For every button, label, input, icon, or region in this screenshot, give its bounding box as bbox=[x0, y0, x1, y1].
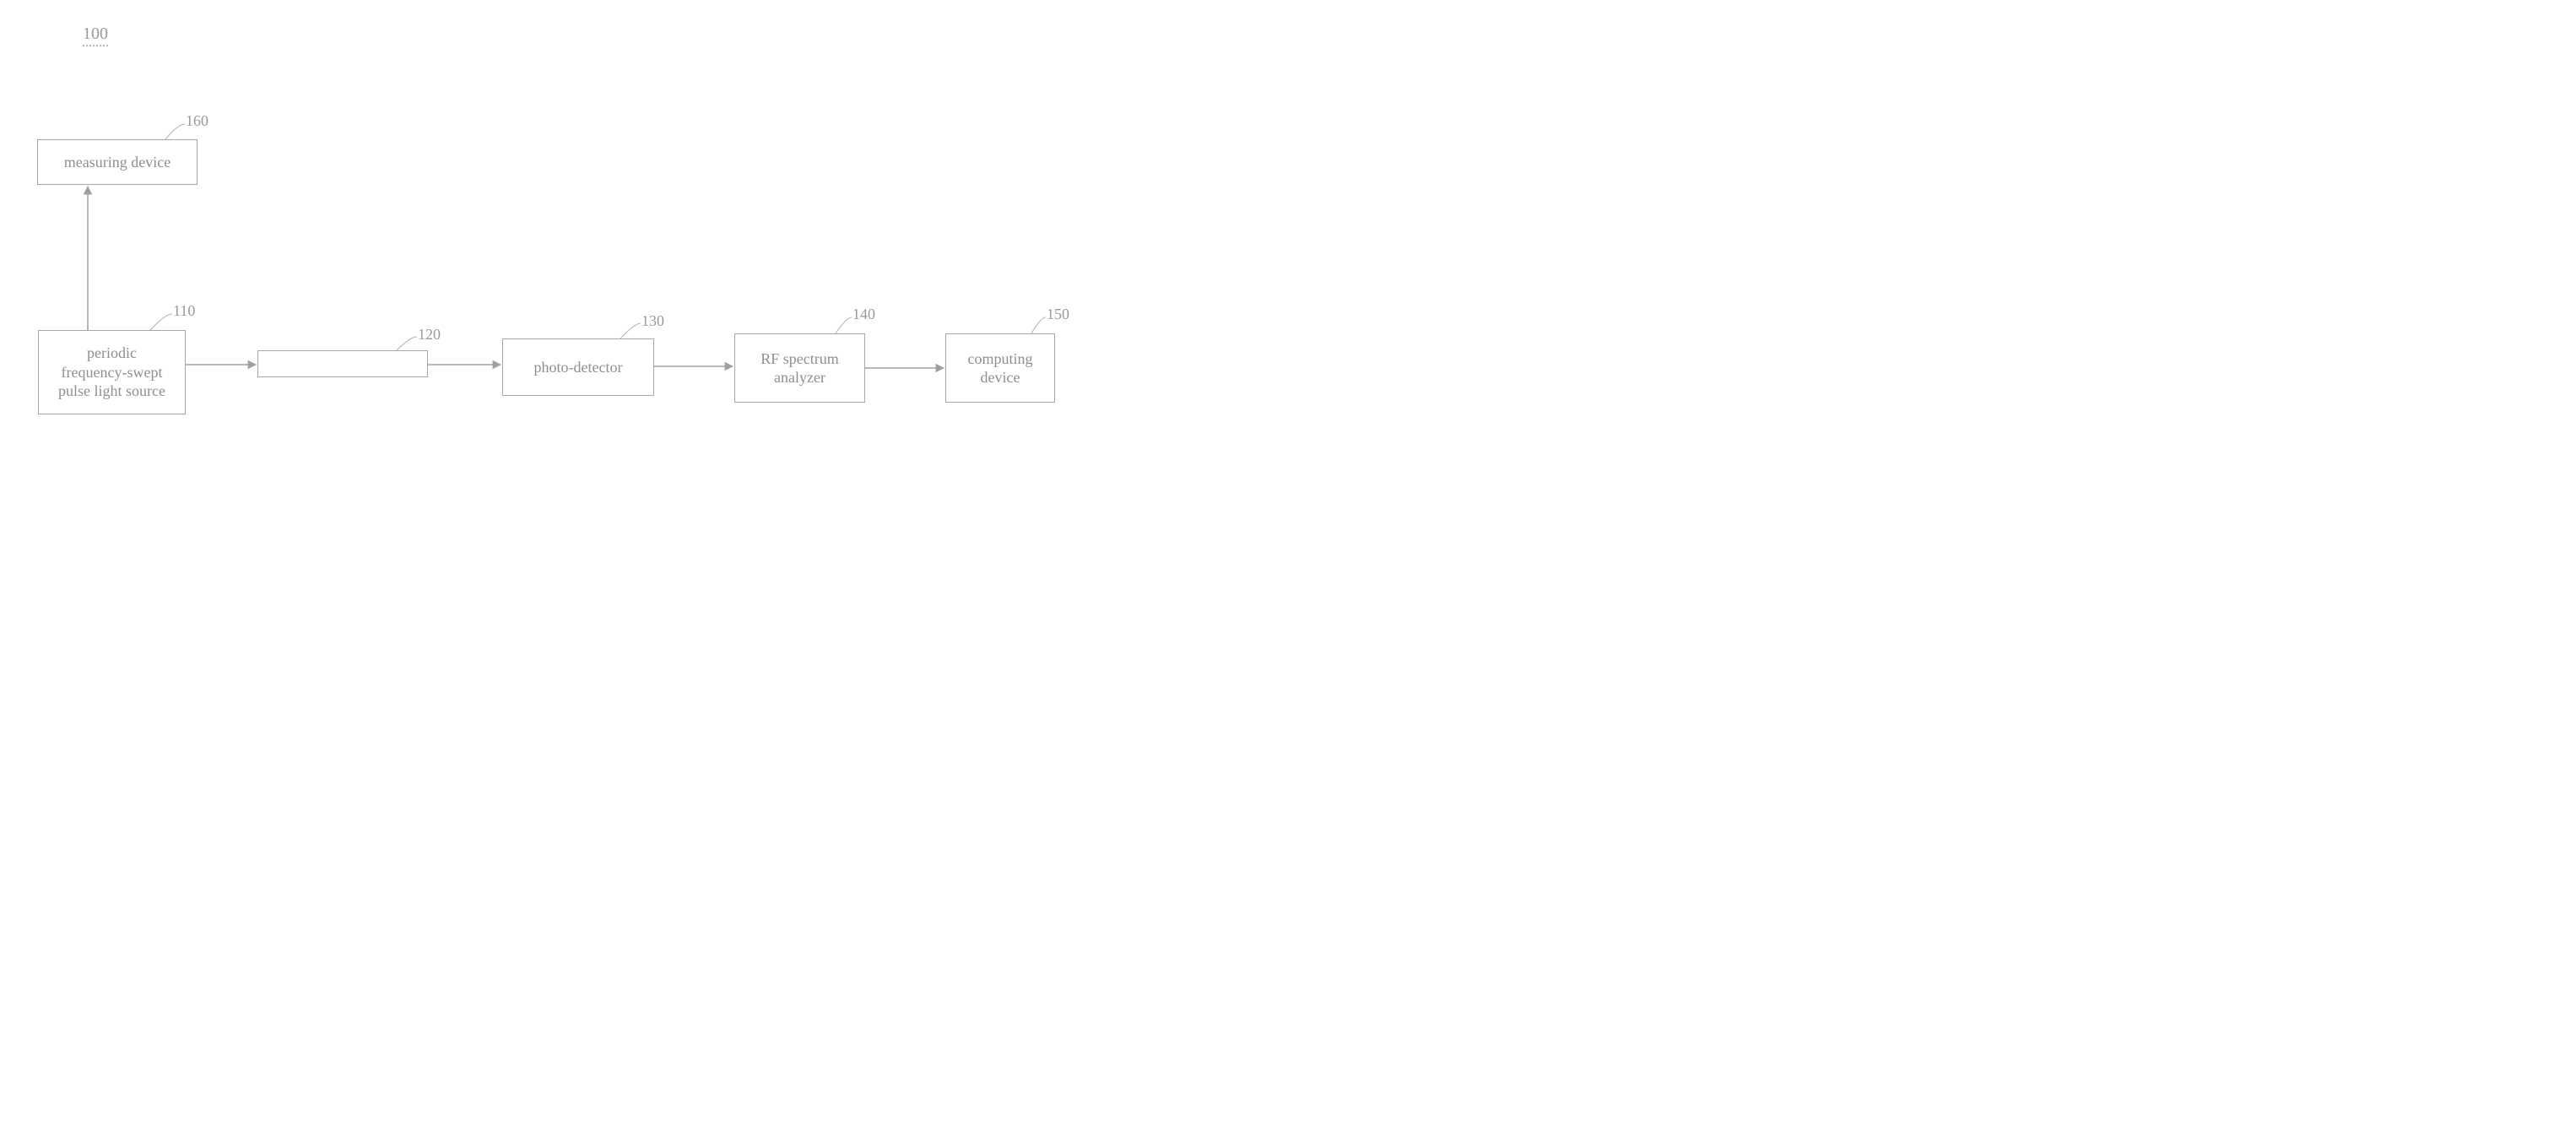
figure-ref-100: 100 bbox=[83, 24, 108, 46]
ref-160: 160 bbox=[186, 112, 208, 130]
ref-120: 120 bbox=[418, 326, 441, 344]
ref-110: 110 bbox=[173, 302, 195, 320]
node-meas-label: measuring device bbox=[64, 153, 170, 172]
node-detector: photo-detector bbox=[502, 338, 654, 396]
leader-120 bbox=[397, 337, 417, 350]
leader-130 bbox=[620, 323, 641, 338]
wires-svg bbox=[0, 0, 1288, 563]
leader-140 bbox=[836, 317, 852, 333]
ref-140: 140 bbox=[852, 306, 875, 323]
ref-130: 130 bbox=[641, 312, 664, 330]
node-compute-label: computingdevice bbox=[968, 349, 1033, 387]
node-fiber bbox=[257, 350, 428, 377]
leader-110 bbox=[150, 314, 172, 330]
leader-160 bbox=[165, 124, 185, 139]
node-analyzer: RF spectrumanalyzer bbox=[734, 333, 865, 403]
node-analyzer-label: RF spectrumanalyzer bbox=[760, 349, 839, 387]
leader-150 bbox=[1031, 317, 1046, 333]
node-source: periodicfrequency-sweptpulse light sourc… bbox=[38, 330, 186, 414]
node-compute: computingdevice bbox=[945, 333, 1055, 403]
node-detector-label: photo-detector bbox=[534, 358, 623, 377]
diagram-canvas: 100 periodicfrequency-sweptpulse light s… bbox=[0, 0, 1288, 563]
ref-150: 150 bbox=[1047, 306, 1069, 323]
node-meas: measuring device bbox=[37, 139, 198, 185]
node-source-label: periodicfrequency-sweptpulse light sourc… bbox=[58, 344, 165, 401]
